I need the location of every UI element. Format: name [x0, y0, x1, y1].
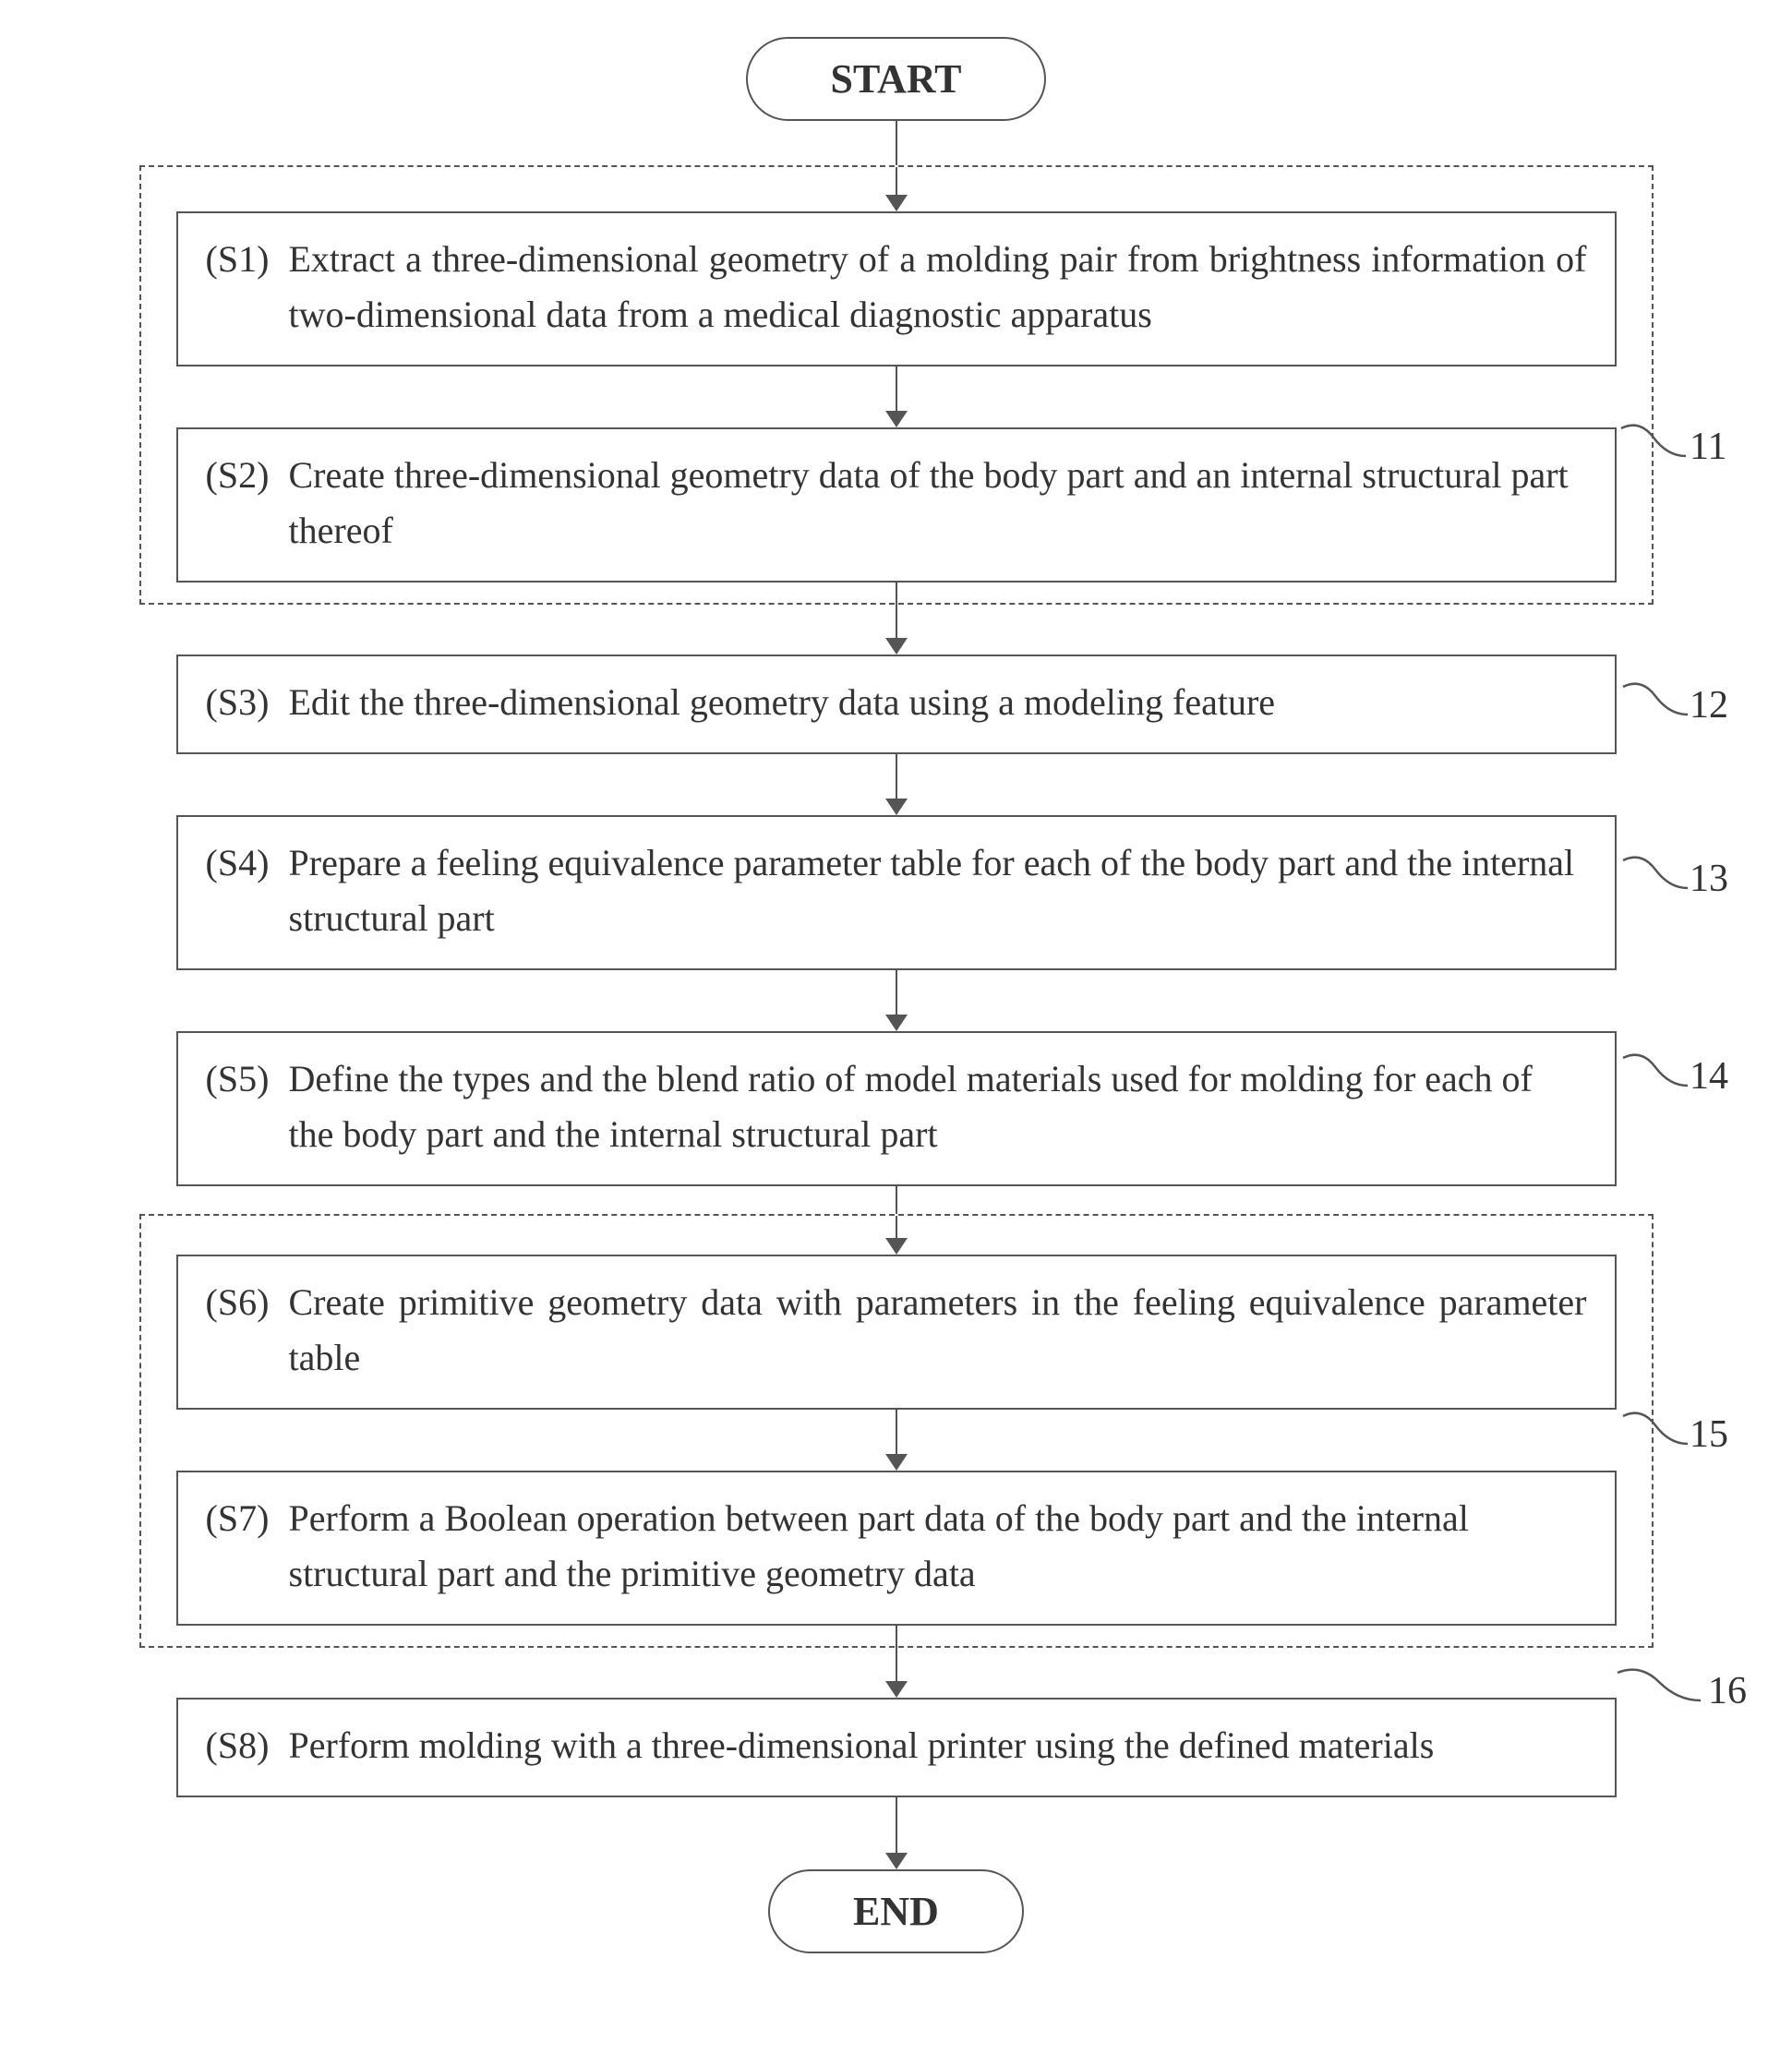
step-id: (S5) — [206, 1051, 289, 1107]
step-text: Perform molding with a three-dimensional… — [289, 1724, 1435, 1766]
step-s7: (S7)Perform a Boolean operation between … — [176, 1471, 1617, 1626]
flow-column: START (S1)Extract a three-dimensional ge… — [18, 37, 1774, 1953]
callout-squiggle-icon — [1623, 851, 1688, 907]
arrow — [885, 1216, 908, 1255]
arrow — [885, 1648, 908, 1698]
step-text: Extract a three-dimensional geometry of … — [289, 238, 1587, 335]
start-terminal: START — [746, 37, 1047, 121]
arrow — [885, 1797, 908, 1869]
callout-label: 11 — [1690, 426, 1726, 468]
callout-14: 14 — [1690, 1054, 1728, 1099]
arrow — [885, 754, 908, 815]
group-s1-s2: (S1)Extract a three-dimensional geometry… — [139, 165, 1654, 605]
step-id: (S4) — [206, 835, 289, 891]
callout-12: 12 — [1690, 683, 1728, 727]
step-id: (S7) — [206, 1491, 289, 1546]
end-terminal: END — [768, 1869, 1024, 1953]
arrow — [885, 1410, 908, 1471]
step-id: (S6) — [206, 1275, 289, 1330]
step-s2: (S2)Create three-dimensional geometry da… — [176, 427, 1617, 583]
callout-15: 15 — [1690, 1412, 1728, 1457]
step-s4: (S4)Prepare a feeling equivalence parame… — [176, 815, 1617, 970]
step-s5: (S5)Define the types and the blend ratio… — [176, 1031, 1617, 1186]
arrow — [896, 121, 897, 165]
callout-squiggle-icon — [1623, 1049, 1688, 1104]
callout-label: 13 — [1690, 858, 1728, 900]
callout-squiggle-icon — [1621, 419, 1686, 474]
step-id: (S2) — [206, 448, 289, 503]
callout-squiggle-icon — [1623, 678, 1688, 733]
arrow — [896, 1186, 897, 1214]
arrow — [885, 970, 908, 1031]
step-text: Define the types and the blend ratio of … — [289, 1058, 1533, 1155]
step-text: Edit the three-dimensional geometry data… — [289, 681, 1276, 723]
step-id: (S3) — [206, 675, 289, 730]
arrow — [885, 605, 908, 655]
callout-squiggle-icon — [1623, 1407, 1688, 1462]
callout-13: 13 — [1690, 857, 1728, 901]
step-s3: (S3)Edit the three-dimensional geometry … — [176, 655, 1617, 754]
step-s8: (S8)Perform molding with a three-dimensi… — [176, 1698, 1617, 1797]
step-s6: (S6)Create primitive geometry data with … — [176, 1255, 1617, 1410]
callout-label: 14 — [1690, 1055, 1728, 1098]
callout-16: 16 — [1708, 1669, 1747, 1713]
step-s1: (S1)Extract a three-dimensional geometry… — [176, 211, 1617, 366]
arrow-stub — [896, 1626, 897, 1648]
step-text: Perform a Boolean operation between part… — [289, 1497, 1469, 1594]
step-text: Prepare a feeling equivalence parameter … — [289, 842, 1575, 939]
arrow — [885, 167, 908, 211]
callout-squiggle-icon — [1618, 1664, 1701, 1719]
step-text: Create three-dimensional geometry data o… — [289, 454, 1569, 551]
arrow — [885, 366, 908, 427]
callout-11: 11 — [1690, 425, 1726, 469]
callout-label: 16 — [1708, 1670, 1747, 1712]
step-id: (S8) — [206, 1718, 289, 1773]
step-text: Create primitive geometry data with para… — [289, 1281, 1587, 1378]
step-id: (S1) — [206, 232, 289, 287]
callout-label: 12 — [1690, 684, 1728, 727]
arrow-stub — [896, 583, 897, 605]
flowchart-canvas: START (S1)Extract a three-dimensional ge… — [18, 37, 1774, 1953]
group-s6-s7: (S6)Create primitive geometry data with … — [139, 1214, 1654, 1648]
callout-label: 15 — [1690, 1413, 1728, 1456]
